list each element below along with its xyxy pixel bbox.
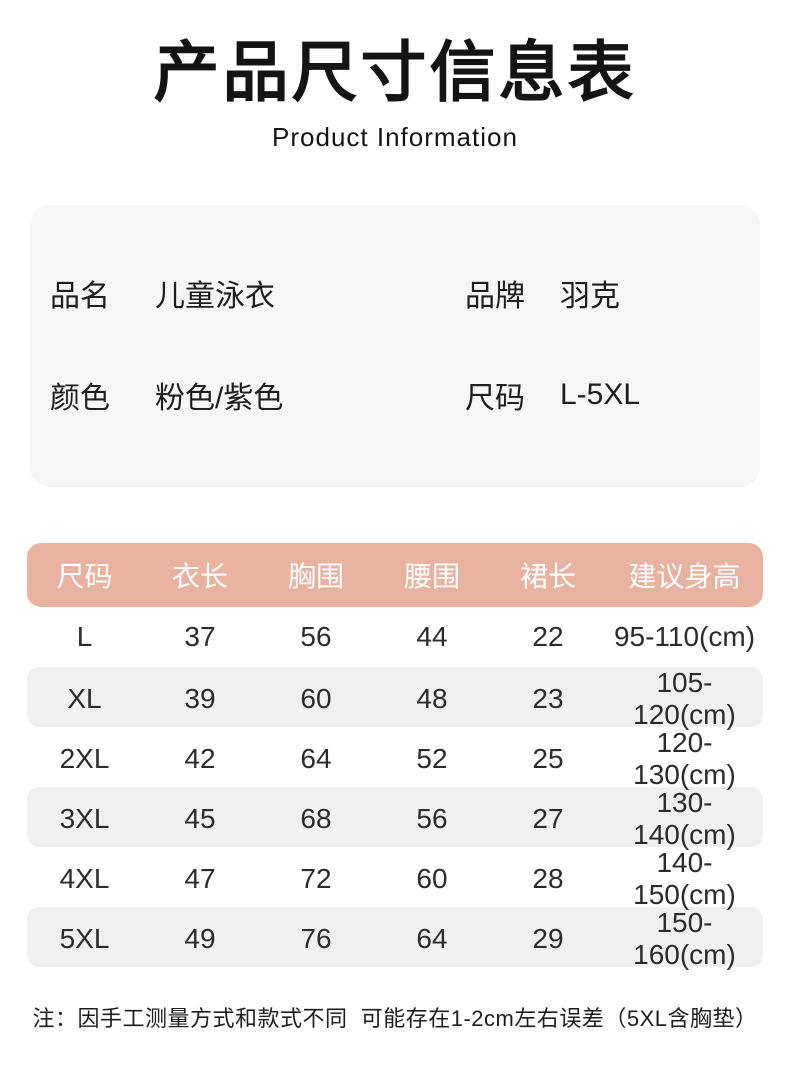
table-cell: 64	[300, 742, 332, 774]
page-title: 产品尺寸信息表	[153, 35, 637, 109]
info-field-size-range: 尺码 L-5XL	[465, 373, 640, 417]
product-info-card: 品名 儿童泳衣 品牌 羽克 颜色 粉色/紫色 尺码 L-5XL	[30, 204, 760, 487]
table-cell: 22	[532, 620, 564, 652]
table-cell: 48	[416, 682, 448, 714]
column-header-height: 建议身高	[628, 560, 741, 592]
info-field-name: 品名 儿童泳衣	[50, 271, 465, 315]
table-cell: 47	[184, 862, 216, 894]
cell-height-range: 140-150(cm)	[633, 846, 736, 910]
info-value-size-range: L-5XL	[560, 377, 641, 411]
cell-height-range: 105-120(cm)	[633, 666, 736, 730]
table-cell: 29	[532, 922, 564, 954]
info-value-brand: 羽克	[560, 279, 620, 313]
cell-size-label: 4XL	[59, 862, 110, 894]
info-field-color: 颜色 粉色/紫色	[50, 373, 465, 417]
cell-size-label: L	[76, 620, 93, 652]
column-header-skirt: 裙长	[519, 560, 576, 592]
cell-size-label: 2XL	[59, 742, 110, 774]
table-row: XL 39 60 48 23 105-120(cm)	[27, 666, 763, 730]
cell-size-label: XL	[67, 682, 102, 714]
cell-height-range: 95-110(cm)	[613, 620, 756, 652]
column-header-bust: 胸围	[287, 560, 344, 592]
table-cell: 44	[416, 620, 448, 652]
info-label-name: 品名	[50, 279, 110, 313]
table-cell: 23	[532, 682, 564, 714]
info-value-name: 儿童泳衣	[155, 279, 275, 313]
table-row: 4XL 47 72 60 28 140-150(cm)	[27, 847, 763, 910]
table-cell: 68	[300, 802, 332, 834]
table-row: 2XL 42 64 52 25 120-130(cm)	[27, 727, 763, 790]
table-cell: 56	[416, 802, 448, 834]
cell-size-label: 5XL	[59, 922, 110, 954]
size-table-header: 尺码 衣长 胸围 腰围 裙长 建议身高	[27, 542, 763, 607]
table-cell: 39	[184, 682, 216, 714]
table-cell: 37	[184, 620, 216, 652]
size-table: 尺码 衣长 胸围 腰围 裙长 建议身高 L 37 56 44 22 95-110…	[27, 542, 763, 970]
info-field-brand: 品牌 羽克	[465, 271, 620, 315]
cell-size-label: 3XL	[59, 802, 110, 834]
info-value-color: 粉色/紫色	[155, 381, 284, 415]
column-header-size: 尺码	[56, 560, 113, 592]
info-row-2: 颜色 粉色/紫色 尺码 L-5XL	[50, 373, 760, 417]
table-cell: 56	[300, 620, 332, 652]
table-row: 5XL 49 76 64 29 150-160(cm)	[27, 906, 763, 970]
info-label-size-range: 尺码	[465, 381, 525, 415]
table-cell: 64	[416, 922, 448, 954]
info-label-color: 颜色	[50, 381, 110, 415]
table-cell: 72	[300, 862, 332, 894]
table-row: L 37 56 44 22 95-110(cm)	[27, 607, 763, 667]
table-cell: 25	[532, 742, 564, 774]
table-cell: 42	[184, 742, 216, 774]
measurement-note: 注：因手工测量方式和款式不同 可能存在1-2cm左右误差（5XL含胸垫）	[32, 1005, 758, 1031]
cell-height-range: 130-140(cm)	[633, 786, 736, 850]
table-cell: 60	[300, 682, 332, 714]
column-header-length: 衣长	[171, 560, 228, 592]
info-label-brand: 品牌	[465, 279, 525, 313]
page-subtitle: Product Information	[272, 121, 518, 152]
table-cell: 60	[416, 862, 448, 894]
table-cell: 27	[532, 802, 564, 834]
table-row: 3XL 45 68 56 27 130-140(cm)	[27, 786, 763, 850]
info-row-1: 品名 儿童泳衣 品牌 羽克	[50, 271, 760, 315]
cell-height-range: 120-130(cm)	[633, 726, 736, 790]
table-cell: 49	[184, 922, 216, 954]
column-header-waist: 腰围	[403, 560, 460, 592]
table-cell: 28	[532, 862, 564, 894]
cell-height-range: 150-160(cm)	[633, 906, 736, 970]
table-cell: 76	[300, 922, 332, 954]
table-cell: 52	[416, 742, 448, 774]
table-cell: 45	[184, 802, 216, 834]
